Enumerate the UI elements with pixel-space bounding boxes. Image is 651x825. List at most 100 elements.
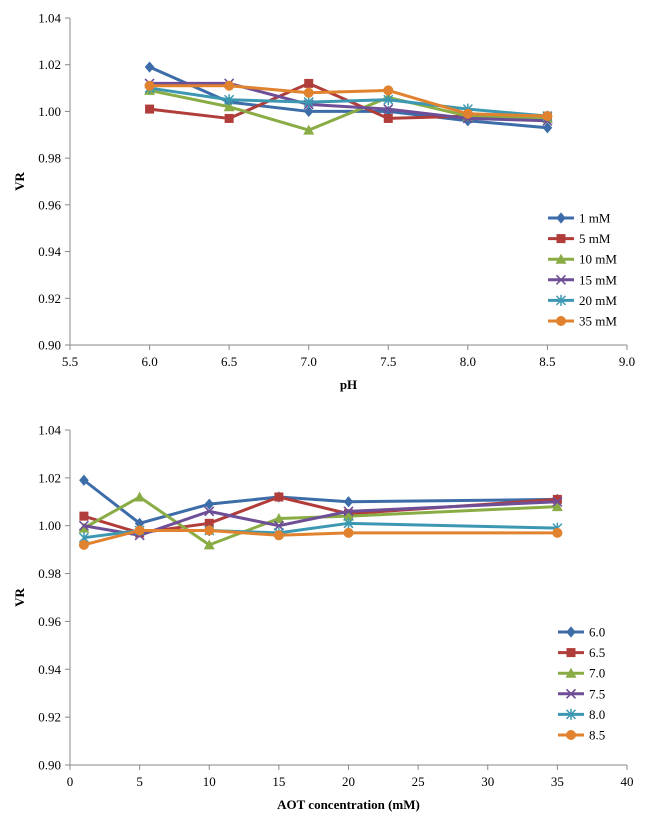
series-6 <box>144 80 553 122</box>
x-axis-title: AOT concentration (mM) <box>277 797 420 812</box>
series-line <box>83 495 558 535</box>
data-point <box>343 506 354 517</box>
data-point <box>273 520 284 531</box>
x-tick-label: 20 <box>342 774 355 789</box>
x-tick-label: 35 <box>551 774 564 789</box>
y-tick-label: 0.94 <box>38 244 61 259</box>
y-tick-label: 0.94 <box>38 662 61 677</box>
data-point <box>383 85 394 96</box>
data-point <box>224 94 235 106</box>
data-point <box>273 513 285 524</box>
series-line <box>149 84 548 118</box>
x-axis-title: pH <box>340 377 357 392</box>
data-point <box>552 527 563 538</box>
x-tick-label: 30 <box>481 774 494 789</box>
chart-vr-vs-aot-concentration: 0.90 0.92 0.94 0.96 0.98 1.00 1.02 1.04 0 5 10 15 20… <box>12 423 634 813</box>
x-tick-label: 5.5 <box>62 354 78 369</box>
legend-label: 35 mM <box>579 314 617 329</box>
y-tick-label: 1.00 <box>38 104 61 119</box>
data-point <box>78 520 89 531</box>
legend-swatch-marker <box>556 234 566 244</box>
legend-swatch-marker <box>556 316 566 326</box>
x-tick-label: 10 <box>203 774 216 789</box>
data-point <box>343 527 354 538</box>
legend-label: 5 mM <box>579 231 611 246</box>
legend-label: 10 mM <box>579 252 617 267</box>
data-point <box>204 525 215 536</box>
data-point <box>223 101 235 112</box>
y-tick-label: 1.02 <box>38 470 61 485</box>
data-point <box>224 80 235 91</box>
data-point <box>78 539 89 550</box>
data-point <box>79 511 89 521</box>
x-tick-label: 5 <box>136 774 143 789</box>
data-point <box>383 94 394 106</box>
data-point <box>144 61 155 73</box>
legend-swatch-marker <box>565 667 577 678</box>
legend-label: 15 mM <box>579 272 617 287</box>
x-tick-label: 6.5 <box>221 354 237 369</box>
legend-swatch-marker <box>566 730 576 740</box>
y-tick-label: 0.92 <box>38 710 61 725</box>
legend-label: 8.5 <box>589 728 605 743</box>
y-tick-label: 0.98 <box>38 151 61 166</box>
series-6 <box>78 525 563 550</box>
data-point <box>343 517 354 529</box>
data-point <box>134 517 145 529</box>
y-axis-title: VR <box>12 172 27 191</box>
data-point <box>144 80 155 91</box>
y-tick-label: 0.90 <box>38 758 61 773</box>
data-point <box>383 113 393 123</box>
legend: 1 mM 5 mM 10 mM 15 mM 20 mM 35 mM <box>548 211 617 329</box>
legend-label: 8.0 <box>589 707 605 722</box>
series-1 <box>79 474 563 529</box>
legend-label: 6.0 <box>589 625 605 640</box>
legend-swatch-marker <box>556 212 566 224</box>
legend-swatch-marker <box>565 688 577 699</box>
y-tick-label: 1.04 <box>38 423 61 438</box>
y-tick-label: 1.02 <box>38 57 61 72</box>
data-point <box>303 96 314 108</box>
y-tick-label: 0.90 <box>38 338 61 353</box>
x-tick-label: 9.0 <box>619 354 635 369</box>
legend-swatch-marker <box>566 648 576 658</box>
legend-swatch-marker <box>555 274 567 285</box>
data-point <box>343 496 354 508</box>
data-point <box>303 105 314 118</box>
data-point <box>383 104 394 115</box>
legend: 6.0 6.5 7.0 7.5 8.0 8.5 <box>558 625 605 743</box>
series-line <box>149 86 548 118</box>
data-point <box>78 522 90 533</box>
data-point <box>134 491 146 502</box>
x-tick-label: 8.5 <box>539 354 555 369</box>
y-axis-title: VR <box>12 588 27 607</box>
x-tick-label: 6.0 <box>141 354 157 369</box>
x-tick-label: 8.0 <box>460 354 476 369</box>
x-tick-label: 7.0 <box>301 354 317 369</box>
legend-label: 6.5 <box>589 645 605 660</box>
legend-swatch-marker <box>555 294 567 306</box>
data-point <box>204 506 215 517</box>
data-point <box>552 494 562 504</box>
data-point <box>134 525 145 536</box>
data-point <box>542 111 553 122</box>
data-point <box>303 87 314 98</box>
data-point <box>383 105 394 118</box>
data-point <box>273 530 284 541</box>
legend-label: 1 mM <box>579 211 611 226</box>
y-tick-label: 0.96 <box>38 614 61 629</box>
data-point <box>145 104 155 114</box>
data-point <box>552 496 563 507</box>
legend-label: 7.5 <box>589 686 605 701</box>
data-point <box>542 122 553 134</box>
data-point <box>224 113 234 123</box>
legend-swatch-marker <box>565 708 577 720</box>
data-point <box>204 498 215 510</box>
legend-swatch-marker <box>566 626 576 638</box>
data-point <box>303 124 315 135</box>
data-point <box>203 539 215 550</box>
data-point <box>551 501 563 512</box>
series-line <box>149 81 548 123</box>
x-tick-label: 0 <box>67 774 74 789</box>
